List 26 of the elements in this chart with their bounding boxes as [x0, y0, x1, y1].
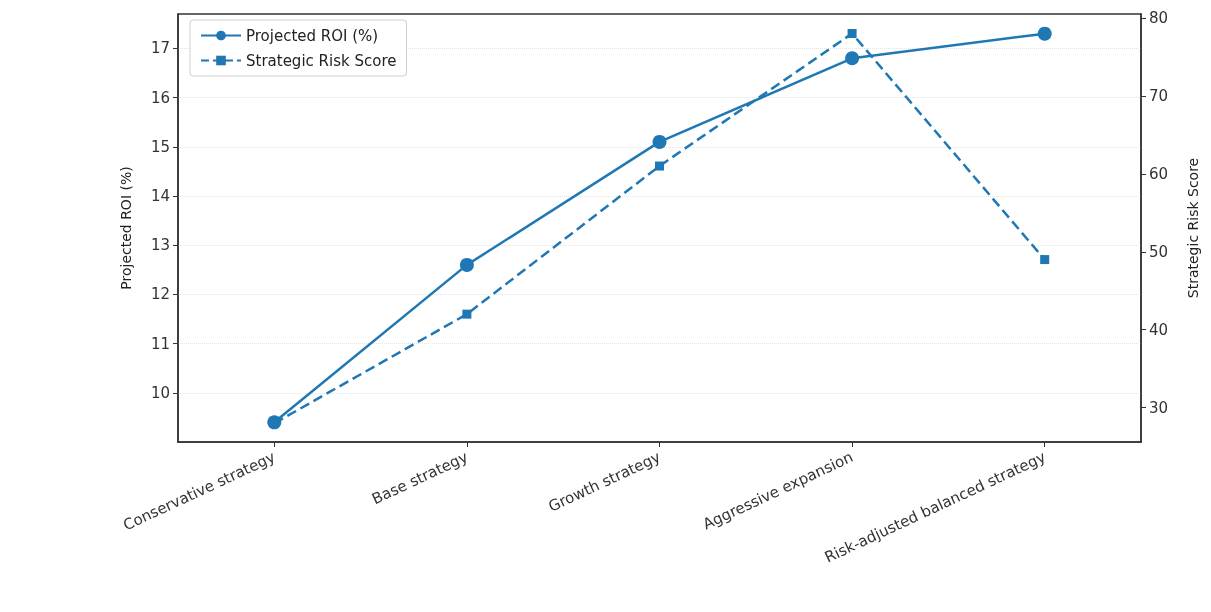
y2-tick-label: 30	[1149, 398, 1169, 417]
y-tick-label: 10	[150, 383, 170, 402]
y-tick-label: 12	[150, 285, 170, 304]
point	[652, 134, 667, 149]
point	[1037, 26, 1052, 41]
y-tick-label: 17	[150, 39, 170, 58]
y-tick-label: 16	[150, 88, 170, 107]
y2-tick-label: 60	[1149, 164, 1169, 183]
y-tick-label: 13	[150, 236, 170, 255]
point	[847, 28, 857, 38]
y2-tick-label: 50	[1149, 242, 1169, 261]
legend-label: Strategic Risk Score	[246, 51, 397, 70]
y2-tick-label: 70	[1149, 86, 1169, 105]
y-tick-label: 15	[150, 137, 170, 156]
y2-tick-label: 40	[1149, 320, 1169, 339]
point	[845, 51, 860, 66]
y-tick-label: 14	[150, 187, 170, 206]
point	[459, 257, 474, 272]
y-tick-label: 11	[150, 334, 170, 353]
point	[1040, 255, 1050, 265]
point	[655, 161, 664, 171]
legend-label: Projected ROI (%)	[246, 26, 379, 45]
y-axis-title: Projected ROI (%)	[118, 166, 134, 290]
y2-axis-title: Strategic Risk Score	[1185, 157, 1201, 299]
point	[462, 309, 472, 319]
y2-tick-label: 80	[1149, 8, 1169, 27]
